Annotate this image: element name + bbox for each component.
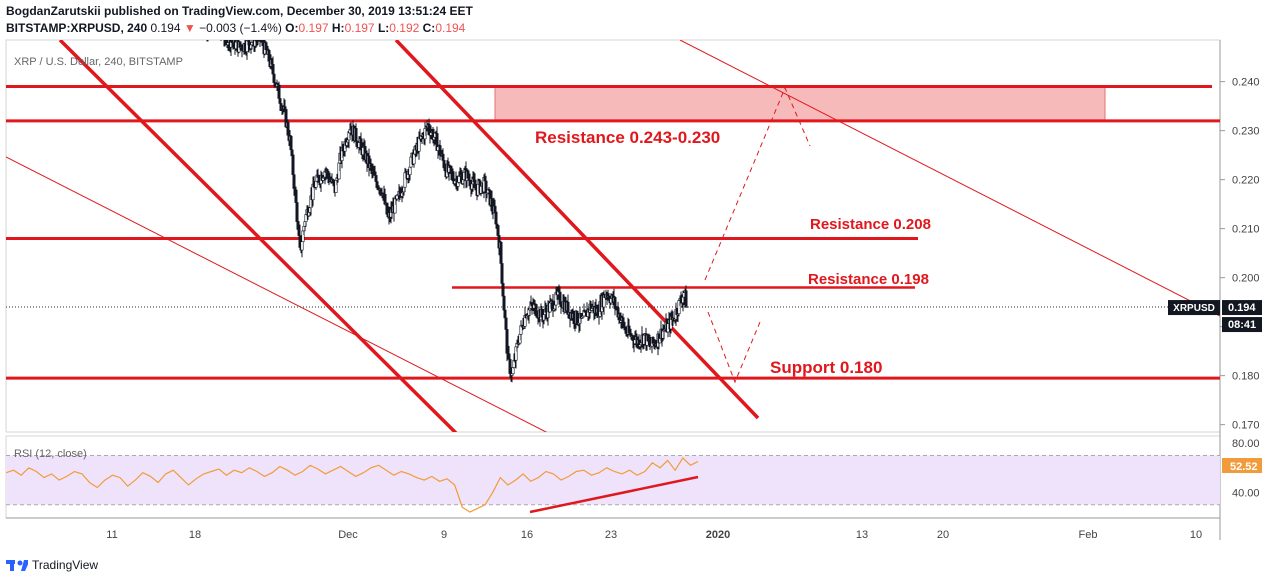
- candle: [204, 17, 206, 31]
- candle: [202, 23, 204, 37]
- time-tick-label: 11: [106, 529, 117, 541]
- candle: [685, 301, 689, 308]
- rsi-value: 52.52: [1230, 461, 1258, 473]
- candle: [217, 28, 219, 33]
- price-tick-label: 0.200: [1232, 273, 1260, 285]
- candle: [208, 28, 210, 37]
- trendline-upper-channel[interactable]: [394, 40, 760, 420]
- price-tick-label: 0.240: [1232, 77, 1260, 89]
- time-tick-label: Feb: [1079, 529, 1098, 541]
- time-tick-label: 20: [937, 529, 949, 541]
- change-arrow-icon: ▼: [183, 21, 196, 35]
- candles-series[interactable]: [199, 17, 689, 383]
- high-value: 0.197: [344, 21, 375, 35]
- time-tick-label: 13: [856, 529, 868, 541]
- price-tick-label: 0.170: [1232, 420, 1260, 432]
- candle: [438, 140, 442, 161]
- rsi-tick-80: 80.00: [1232, 438, 1260, 450]
- trendline-thin-lower[interactable]: [6, 156, 550, 434]
- time-axis[interactable]: 11 18 Dec 9 16 23 2020 13 20 Feb 10: [106, 529, 1202, 541]
- price-change: −0.003 (−1.4%): [199, 21, 282, 35]
- footer: TradingView: [6, 558, 98, 572]
- close-value: 0.194: [435, 21, 466, 35]
- time-tick-label: 18: [189, 529, 201, 541]
- time-tick-label: 23: [605, 529, 617, 541]
- time-tick-label: 16: [521, 529, 533, 541]
- candle: [203, 22, 205, 30]
- candle: [218, 26, 220, 39]
- candle: [207, 40, 209, 42]
- projection-bearish: [707, 311, 761, 384]
- price-tick-label: 0.180: [1232, 371, 1260, 383]
- candle: [213, 17, 215, 38]
- time-tick-label: Dec: [338, 529, 358, 541]
- time-tick-label: 10: [1190, 529, 1202, 541]
- rsi-tick-40: 40.00: [1232, 487, 1260, 499]
- candle: [200, 19, 202, 31]
- price-tick-label: 0.220: [1232, 175, 1260, 187]
- candle: [205, 21, 207, 31]
- symbol-label: BITSTAMP:XRPUSD, 240: [6, 21, 148, 35]
- candle: [210, 17, 212, 27]
- candle: [259, 40, 261, 48]
- annotation-resistance-198: Resistance 0.198: [808, 271, 929, 288]
- rsi-divergence-line[interactable]: [529, 475, 699, 514]
- rsi-label: RSI (12, close): [14, 448, 87, 460]
- last-price-tag: XRPUSD 0.194 08:41: [1168, 300, 1262, 333]
- candle: [215, 21, 217, 36]
- tradingview-logo-icon: [6, 560, 28, 571]
- trendline-lower-channel[interactable]: [58, 40, 458, 433]
- rsi-line[interactable]: [6, 456, 699, 513]
- bar-countdown: 08:41: [1228, 319, 1256, 331]
- open-value: 0.197: [298, 21, 329, 35]
- projection-bullish: [704, 86, 811, 281]
- candle: [214, 20, 216, 38]
- candle: [216, 28, 218, 31]
- symbol-info: BITSTAMP:XRPUSD, 240 0.194 ▼ −0.003 (−1.…: [6, 21, 466, 35]
- resistance-zone[interactable]: [494, 86, 1106, 122]
- annotation-support-180: Support 0.180: [770, 358, 882, 377]
- candle: [211, 18, 213, 29]
- annotation-resistance-208: Resistance 0.208: [810, 216, 931, 233]
- rsi-band: [6, 455, 1220, 505]
- annotation-resistance-zone: Resistance 0.243-0.230: [535, 128, 720, 147]
- last-price-value: 0.194: [1228, 302, 1256, 314]
- candle: [212, 22, 214, 31]
- last-price: 0.194: [150, 21, 181, 35]
- candle: [260, 40, 262, 43]
- publish-info: BogdanZarutskii published on TradingView…: [6, 4, 473, 18]
- candle: [206, 40, 208, 42]
- price-tick-label: 0.210: [1232, 224, 1260, 236]
- low-value: 0.192: [389, 21, 420, 35]
- candle: [201, 19, 203, 35]
- candle: [225, 24, 227, 39]
- last-price-symbol: XRPUSD: [1173, 303, 1215, 314]
- candle: [220, 40, 222, 41]
- trendline-thin-upper[interactable]: [679, 40, 1220, 317]
- candle: [219, 23, 221, 37]
- candle: [199, 18, 201, 24]
- candle: [222, 40, 226, 47]
- footer-brand: TradingView: [32, 558, 99, 572]
- candle: [209, 23, 211, 34]
- candle: [224, 40, 226, 47]
- candle: [221, 30, 223, 38]
- price-tick-label: 0.230: [1232, 126, 1260, 138]
- time-tick-label: 9: [441, 529, 447, 541]
- candle: [222, 28, 224, 40]
- chart-legend: XRP / U.S. Dollar, 240, BITSTAMP: [14, 56, 183, 68]
- time-tick-label: 2020: [706, 529, 730, 541]
- rsi-value-tag: [1222, 458, 1262, 473]
- candle: [256, 40, 260, 46]
- candle: [258, 40, 260, 42]
